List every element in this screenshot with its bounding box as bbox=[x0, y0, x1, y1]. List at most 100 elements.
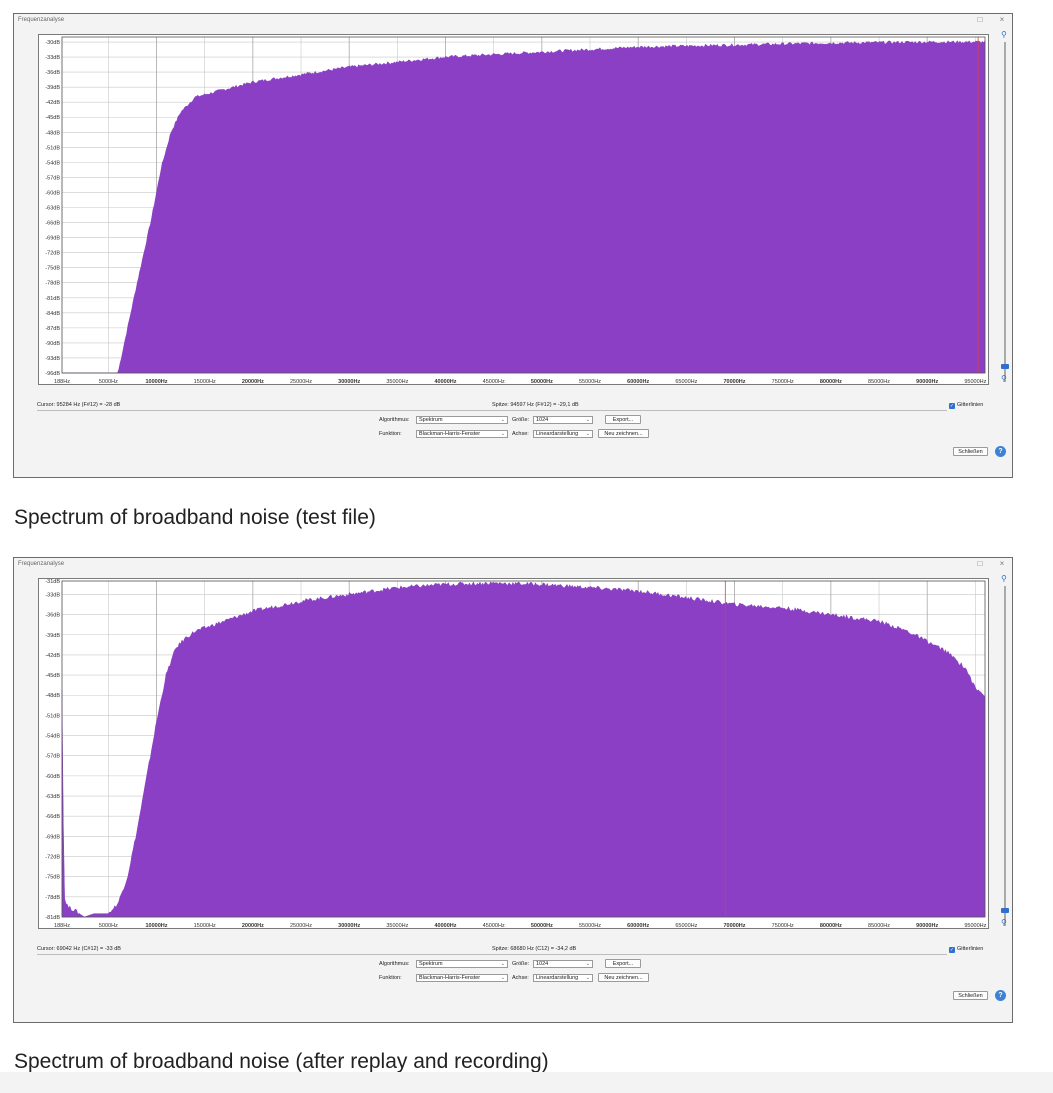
x-tick-label: 35000Hz bbox=[386, 923, 408, 929]
chevron-down-icon: ⌄ bbox=[500, 431, 505, 437]
y-tick-label: -72dB bbox=[45, 855, 60, 861]
x-tick-label: 5000Hz bbox=[99, 923, 118, 929]
function-value: Blackman-Harris-Fenster bbox=[419, 975, 481, 981]
status-divider bbox=[37, 410, 947, 411]
y-tick-label: -42dB bbox=[45, 653, 60, 659]
gridlines-label: Gitterlinien bbox=[957, 402, 984, 408]
y-tick-label: -51dB bbox=[45, 145, 60, 151]
x-tick-label: 35000Hz bbox=[386, 379, 408, 385]
algorithm-label: Algorithmus: bbox=[379, 961, 410, 967]
y-tick-label: -75dB bbox=[45, 875, 60, 881]
help-icon[interactable]: ? bbox=[995, 446, 1006, 457]
y-tick-label: -66dB bbox=[45, 221, 60, 227]
y-tick-label: -33dB bbox=[45, 592, 60, 598]
x-tick-label: 45000Hz bbox=[483, 379, 505, 385]
plot-frame bbox=[61, 580, 986, 918]
x-tick-label: 15000Hz bbox=[194, 379, 216, 385]
redraw-button[interactable]: Neu zeichnen... bbox=[598, 973, 649, 982]
maximize-button[interactable]: □ bbox=[977, 15, 983, 24]
y-tick-label: -63dB bbox=[45, 206, 60, 212]
x-tick-label: 30000Hz bbox=[338, 923, 360, 929]
spectrum-plot[interactable]: -31dB -33dB -36dB -39dB -42dB -45dB -48dB -51dB… bbox=[38, 578, 989, 929]
y-tick-label: -60dB bbox=[45, 190, 60, 196]
y-tick-label: -75dB bbox=[45, 266, 60, 272]
size-label: Größe: bbox=[512, 417, 530, 423]
zoom-slider-thumb[interactable] bbox=[1001, 908, 1009, 913]
size-select[interactable]: 1024 ⌄ bbox=[533, 416, 593, 424]
axis-value: Lineardarstellung bbox=[536, 975, 579, 981]
y-tick-label: -48dB bbox=[45, 130, 60, 136]
chevron-down-icon: ⌄ bbox=[500, 961, 505, 967]
y-tick-label: -57dB bbox=[45, 175, 60, 181]
axis-value: Lineardarstellung bbox=[536, 431, 579, 437]
x-tick-label: 65000Hz bbox=[675, 923, 697, 929]
gridlines-checkbox[interactable]: ✓ bbox=[949, 403, 955, 409]
close-button[interactable]: Schließen bbox=[953, 447, 988, 456]
y-tick-label: -36dB bbox=[45, 613, 60, 619]
caption-2: Spectrum of broadband noise (after repla… bbox=[14, 1050, 549, 1073]
export-button[interactable]: Export... bbox=[605, 415, 641, 424]
y-tick-label: -36dB bbox=[45, 70, 60, 76]
zoom-out-icon[interactable]: ⚲ bbox=[1001, 918, 1007, 927]
zoom-in-icon[interactable]: ⚲ bbox=[1001, 30, 1007, 39]
close-button[interactable]: Schließen bbox=[953, 991, 988, 1000]
y-tick-label: -39dB bbox=[45, 85, 60, 91]
y-tick-label: -45dB bbox=[45, 673, 60, 679]
size-select[interactable]: 1024 ⌄ bbox=[533, 960, 593, 968]
spectrum-plot[interactable]: -30dB -33dB -36dB -39dB -42dB -45dB -48dB -51dB… bbox=[38, 34, 989, 385]
chevron-down-icon: ⌄ bbox=[585, 975, 590, 981]
function-select[interactable]: Blackman-Harris-Fenster ⌄ bbox=[416, 974, 508, 982]
status-divider bbox=[37, 954, 947, 955]
algorithm-select[interactable]: Spektrum ⌄ bbox=[416, 960, 508, 968]
cursor-readout: Cursor: 95284 Hz (F#12) = -28 dB bbox=[37, 402, 121, 408]
function-value: Blackman-Harris-Fenster bbox=[419, 431, 481, 437]
spectrum-area bbox=[61, 581, 986, 918]
caption-1: Spectrum of broadband noise (test file) bbox=[14, 506, 376, 529]
zoom-slider-thumb[interactable] bbox=[1001, 364, 1009, 369]
x-tick-label: 45000Hz bbox=[483, 923, 505, 929]
zoom-out-icon[interactable]: ⚲ bbox=[1001, 374, 1007, 383]
chevron-down-icon: ⌄ bbox=[585, 431, 590, 437]
y-tick-label: -31dB bbox=[45, 579, 60, 585]
x-tick-label: 60000Hz bbox=[627, 379, 649, 385]
x-tick-label: 188Hz bbox=[54, 379, 70, 385]
x-tick-label: 25000Hz bbox=[290, 379, 312, 385]
gridlines-checkbox[interactable]: ✓ bbox=[949, 947, 955, 953]
x-tick-label: 90000Hz bbox=[916, 923, 938, 929]
close-window-button[interactable]: × bbox=[999, 15, 1005, 24]
export-button[interactable]: Export... bbox=[605, 959, 641, 968]
y-tick-label: -45dB bbox=[45, 115, 60, 121]
function-select[interactable]: Blackman-Harris-Fenster ⌄ bbox=[416, 430, 508, 438]
window-title: Frequenzanalyse bbox=[18, 561, 65, 567]
y-tick-label: -84dB bbox=[45, 311, 60, 317]
zoom-slider-track[interactable] bbox=[1004, 586, 1006, 926]
y-tick-label: -60dB bbox=[45, 774, 60, 780]
y-tick-label: -51dB bbox=[45, 713, 60, 719]
zoom-in-icon[interactable]: ⚲ bbox=[1001, 574, 1007, 583]
y-tick-label: -69dB bbox=[45, 834, 60, 840]
x-tick-label: 10000Hz bbox=[146, 923, 168, 929]
peak-readout: Spitze: 68680 Hz (C12) = -34,2 dB bbox=[492, 946, 577, 952]
y-tick-label: -63dB bbox=[45, 794, 60, 800]
x-tick-label: 25000Hz bbox=[290, 923, 312, 929]
zoom-slider-track[interactable] bbox=[1004, 42, 1006, 382]
algorithm-select[interactable]: Spektrum ⌄ bbox=[416, 416, 508, 424]
x-tick-label: 30000Hz bbox=[338, 379, 360, 385]
y-tick-label: -42dB bbox=[45, 100, 60, 106]
axis-label: Achse: bbox=[512, 975, 529, 981]
axis-select[interactable]: Lineardarstellung ⌄ bbox=[533, 430, 593, 438]
axis-select[interactable]: Lineardarstellung ⌄ bbox=[533, 974, 593, 982]
redraw-button[interactable]: Neu zeichnen... bbox=[598, 429, 649, 438]
x-tick-label: 95000Hz bbox=[964, 923, 986, 929]
x-tick-label: 10000Hz bbox=[146, 379, 168, 385]
size-value: 1024 bbox=[536, 961, 549, 967]
close-window-button[interactable]: × bbox=[999, 559, 1005, 568]
y-tick-label: -48dB bbox=[45, 693, 60, 699]
help-icon[interactable]: ? bbox=[995, 990, 1006, 1001]
x-tick-label: 60000Hz bbox=[627, 923, 649, 929]
y-tick-label: -90dB bbox=[45, 341, 60, 347]
x-tick-label: 80000Hz bbox=[820, 923, 842, 929]
maximize-button[interactable]: □ bbox=[977, 559, 983, 568]
y-tick-label: -33dB bbox=[45, 55, 60, 61]
chevron-down-icon: ⌄ bbox=[500, 417, 505, 423]
